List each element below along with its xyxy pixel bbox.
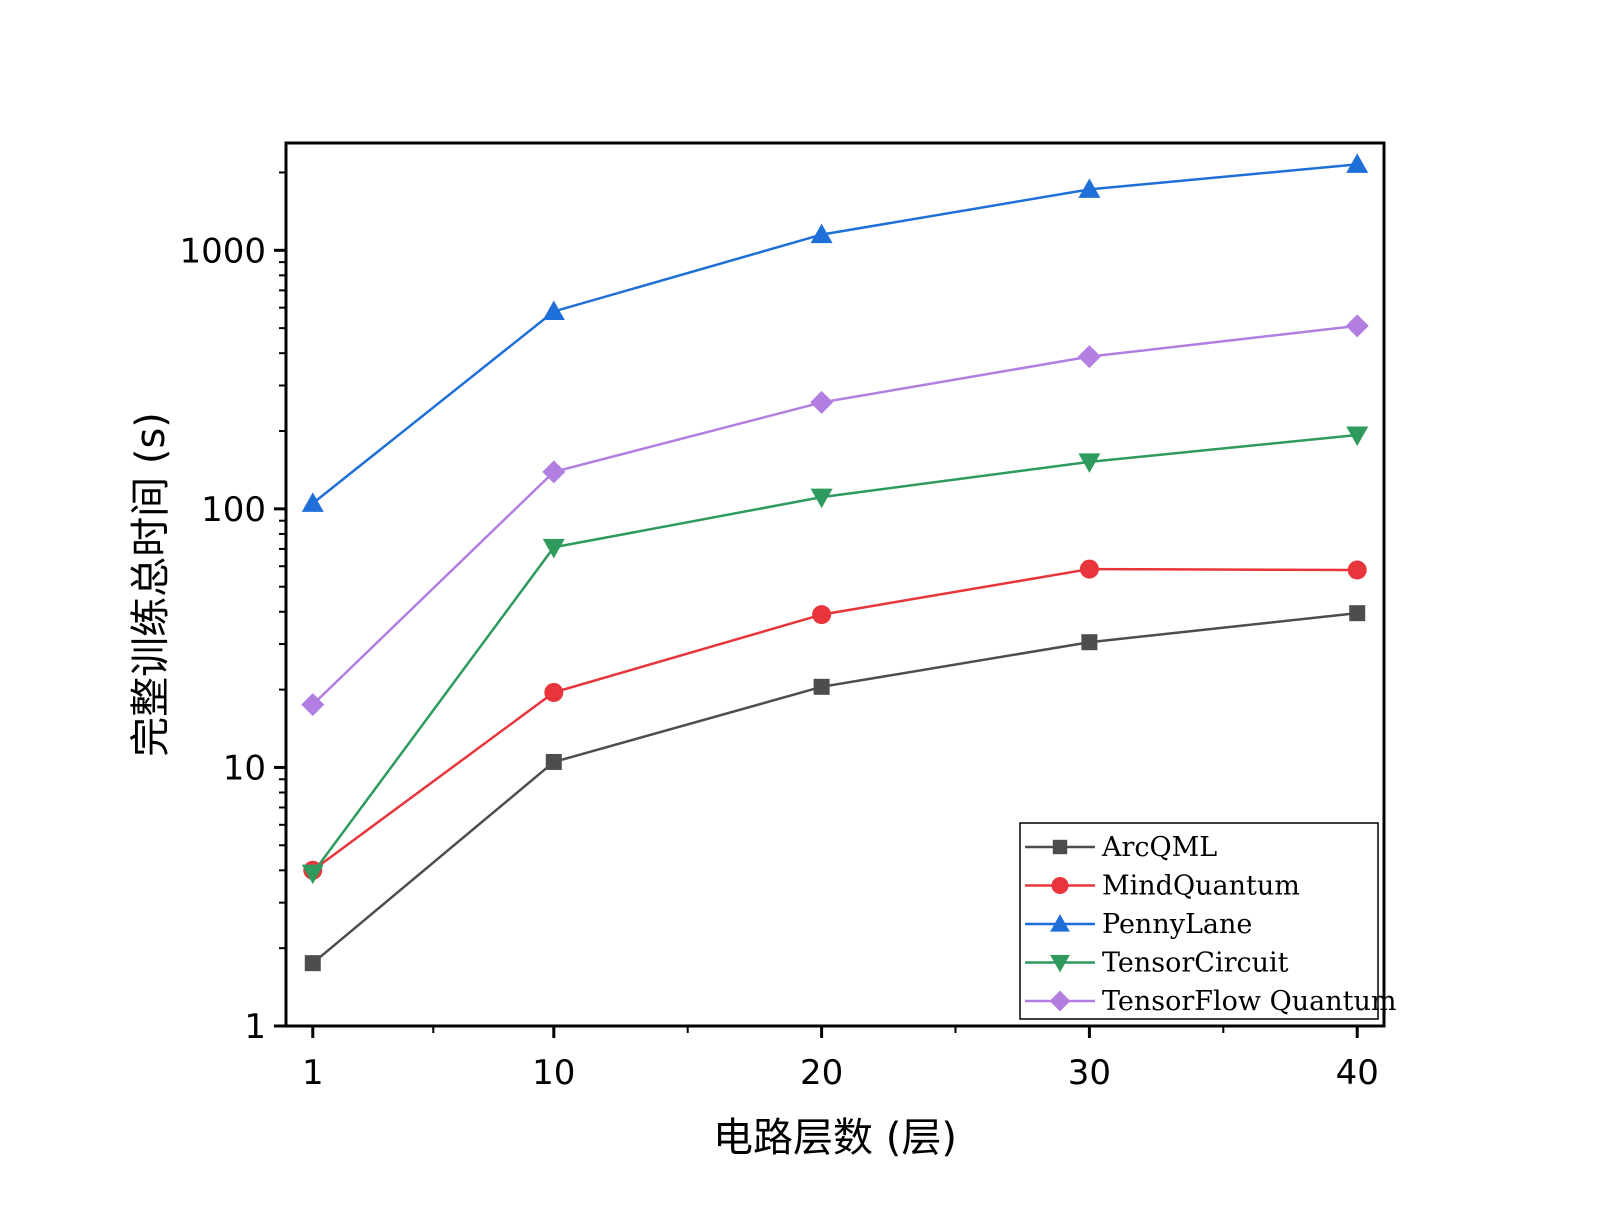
y-tick-label: 1000 <box>179 231 266 271</box>
x-axis-title: 电路层数 (层) <box>713 1115 957 1161</box>
legend-item: MindQuantum <box>1025 871 1300 902</box>
legend-marker <box>1052 839 1068 855</box>
data-point <box>1081 634 1098 651</box>
data-point <box>1078 178 1101 198</box>
x-tick-label: 1 <box>302 1053 324 1093</box>
y-tick-label: 1 <box>244 1007 266 1047</box>
legend: ArcQML MindQuantum PennyLane TensorCircuit T… <box>1019 822 1396 1020</box>
data-point <box>1077 345 1101 369</box>
data-point <box>1347 560 1367 580</box>
data-point <box>1346 426 1369 447</box>
data-point <box>542 300 565 320</box>
data-point <box>1346 153 1369 173</box>
series-pennylane <box>301 153 1369 512</box>
data-point <box>1079 559 1099 579</box>
legend-marker <box>1049 990 1071 1012</box>
data-point <box>545 753 562 770</box>
y-axis-title: 完整训练总时间 (s) <box>128 412 174 757</box>
legend-item: PennyLane <box>1025 909 1252 940</box>
data-point <box>810 390 834 414</box>
legend-label: ArcQML <box>1101 832 1217 863</box>
series-layer <box>301 153 1369 972</box>
data-point <box>1345 314 1369 338</box>
data-point <box>1078 453 1101 473</box>
series-line <box>311 433 1358 874</box>
data-point <box>810 223 833 244</box>
legend-box <box>1019 822 1379 1020</box>
legend-item: TensorFlow Quantum <box>1025 986 1396 1017</box>
x-tick-label: 20 <box>800 1053 843 1093</box>
data-point <box>301 492 324 512</box>
y-tick-label: 10 <box>223 748 266 788</box>
x-tick-label: 40 <box>1336 1053 1379 1093</box>
data-point <box>304 955 321 972</box>
data-point <box>812 605 832 625</box>
legend-item: ArcQML <box>1025 832 1217 863</box>
series-tensorcircuit <box>301 426 1369 885</box>
legend-marker <box>1051 876 1069 895</box>
x-tick-label: 30 <box>1068 1053 1111 1093</box>
legend-label: PennyLane <box>1102 909 1252 940</box>
data-point <box>542 460 566 484</box>
plot-frame <box>284 141 1386 1028</box>
legend-marker <box>1050 914 1070 932</box>
y-tick-label: 100 <box>201 490 266 530</box>
major-ticks <box>274 248 1359 1038</box>
legend-label: TensorFlow Quantum <box>1102 986 1396 1017</box>
data-point <box>1349 605 1366 622</box>
legend-marker <box>1050 954 1070 973</box>
series-line <box>311 324 1358 706</box>
series-tensorflow-quantum <box>301 314 1369 717</box>
series-arcqml <box>304 605 1366 972</box>
data-point <box>301 693 325 717</box>
data-point <box>544 682 564 702</box>
legend-label: MindQuantum <box>1102 871 1300 902</box>
data-point <box>810 488 833 509</box>
data-point <box>301 864 324 885</box>
series-line <box>312 163 1358 505</box>
legend-item: TensorCircuit <box>1025 948 1289 979</box>
data-point <box>542 538 565 559</box>
tick-labels: 1 10 20 30 40 1 10 100 1000 <box>179 231 1378 1093</box>
x-tick-label: 10 <box>532 1053 575 1093</box>
legend-label: TensorCircuit <box>1102 948 1289 979</box>
data-point <box>813 678 830 695</box>
